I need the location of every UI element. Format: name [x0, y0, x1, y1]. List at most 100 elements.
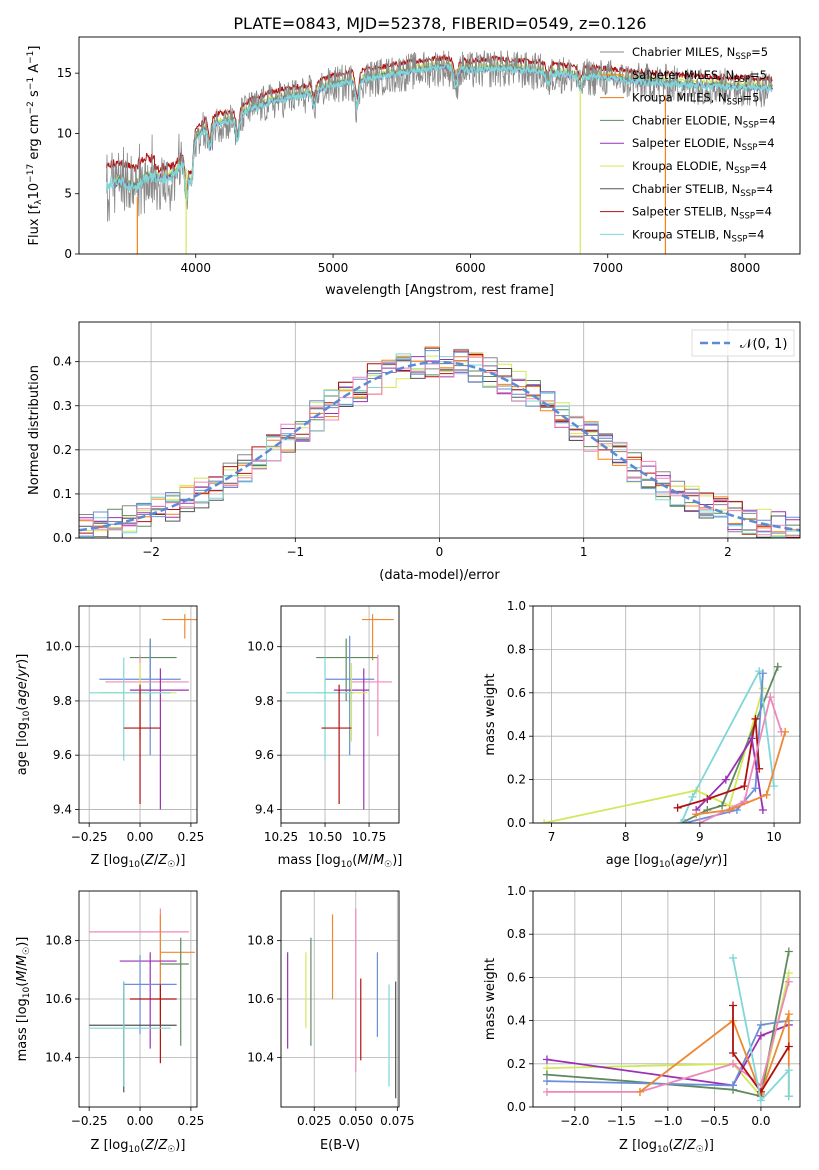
weight-point-marker [766, 693, 775, 702]
x-tick-label: 0.25 [178, 1114, 205, 1128]
plot-area-age_vs_Z [89, 614, 197, 810]
legend-entry: Kroupa ELODIE, NSSP=4 [632, 159, 767, 176]
weight-point-marker [770, 782, 779, 791]
x-tick-label: 0.075 [380, 1114, 414, 1128]
x-tick-label: 10.50 [308, 830, 342, 844]
y-tick-label: 0.4 [507, 729, 526, 743]
y-tick-label: 1.0 [507, 884, 526, 898]
axes-mass_vs_ebv: 0.025 0.050 0.075 10.4 10.6 10.8 E(B-V) [247, 890, 415, 1153]
errorbar-point [129, 638, 177, 701]
legend-entry: Chabrier ELODIE, NSSP=4 [632, 113, 776, 130]
errorbar-point [286, 657, 354, 761]
errorbar-point [89, 657, 171, 761]
x-tick-label: 0.00 [127, 830, 154, 844]
weight-point-marker [692, 810, 701, 819]
weight-point-marker [747, 734, 756, 743]
x-tick-label: −2 [142, 545, 160, 559]
x-tick-label: 8 [622, 830, 630, 844]
x-tick-label: 0.25 [178, 830, 205, 844]
weight-point-marker [542, 1055, 551, 1064]
x-axis-label: Z [log10(Z/Z☉)] [619, 1138, 714, 1155]
weight-point-marker [542, 1087, 551, 1096]
weight-series-line [732, 1005, 790, 1094]
x-tick-label: 2 [724, 545, 732, 559]
y-tick-label: 10 [57, 126, 72, 140]
x-axis-label: wavelength [Angstrom, rest frame] [325, 283, 554, 298]
errorbar-point [160, 937, 189, 1046]
x-axis-label: age [log10(age/yr)] [606, 853, 728, 870]
weight-point-marker [781, 727, 790, 736]
legend-entry: Kroupa MILES, NSSP=5 [632, 91, 759, 108]
y-axis-label: mass weight [483, 673, 498, 755]
axes-mass_vs_Z: −0.25 0.00 0.25 10.4 10.6 10.8 Z [log10(Z/Z☉)]… [15, 890, 205, 1155]
y-tick-label: 10.4 [45, 1050, 72, 1064]
frame-residuals [78, 321, 801, 539]
weight-point-marker [721, 775, 730, 784]
x-tick-label: 9 [696, 830, 704, 844]
frame-weight_vs_Z [532, 890, 801, 1108]
weight-point-marker [784, 1066, 793, 1075]
legend: Chabrier MILES, NSSP=5 Salpeter MILES, NS… [600, 45, 776, 244]
errorbar-point [362, 614, 394, 661]
x-axis-label: (data-model)/error [379, 568, 500, 583]
x-tick-label: 10.75 [352, 830, 386, 844]
y-tick-label: 10.8 [247, 934, 274, 948]
y-tick-label: 0.8 [507, 927, 526, 941]
errorbar-point [159, 914, 195, 1023]
plot-area-mass_vs_Z [89, 908, 195, 1093]
weight-point-marker [542, 1077, 551, 1086]
weight-point-marker [784, 969, 793, 978]
x-tick-label: 7000 [592, 261, 623, 275]
spectrum-line [105, 63, 773, 202]
weight-point-marker [784, 1010, 793, 1019]
weight-series-line [680, 666, 779, 823]
weight-point-marker [762, 790, 771, 799]
x-axis-label: Z [log10(Z/Z☉)] [91, 1138, 186, 1155]
weight-point-marker [729, 1059, 738, 1068]
weight-point-marker [751, 714, 760, 723]
frame-mass_vs_ebv [280, 890, 400, 1108]
weight-point-marker [756, 1031, 765, 1040]
errorbar-point [119, 952, 177, 1049]
plot-area-residuals [79, 346, 800, 538]
grid-age_vs_Z [79, 606, 197, 823]
x-tick-label: −2.0 [560, 1114, 589, 1128]
plot-area-weight_vs_Z [542, 947, 793, 1105]
y-tick-label: 9.6 [53, 748, 72, 762]
weight-point-marker [758, 669, 767, 678]
errorbar-point [123, 955, 177, 1035]
y-tick-label: 5 [64, 187, 72, 201]
x-tick-label: −0.25 [71, 1114, 108, 1128]
x-tick-label: −1.0 [653, 1114, 682, 1128]
frame-age_vs_mass [280, 605, 400, 824]
weight-point-marker [677, 819, 686, 823]
weight-point-marker [751, 784, 760, 793]
x-axis-label: E(B-V) [320, 1138, 360, 1153]
x-tick-label: 0.025 [297, 1114, 331, 1128]
y-tick-label: 0.2 [53, 443, 72, 457]
errorbar-point [105, 654, 189, 737]
errorbar-point [89, 908, 189, 999]
axes-weight_vs_Z: −2.0 −1.5 −1.0 −0.5 0.0 0.0 0.2 0.4 0.6 0.8 1.0 mas… [483, 884, 801, 1155]
weight-series-line [696, 731, 787, 816]
y-tick-label: 0.6 [507, 970, 526, 984]
x-tick-label: −1.5 [607, 1114, 636, 1128]
frame-spectrum [78, 36, 801, 255]
x-tick-label: 0.0 [751, 1114, 770, 1128]
plot-area-spectrum [105, 50, 773, 254]
y-axis-label: Normed distribution [27, 365, 42, 495]
weight-point-marker [756, 1020, 765, 1029]
weight-point-marker [756, 1087, 765, 1096]
x-tick-label: 5000 [318, 261, 349, 275]
spectrum-line [106, 50, 773, 222]
y-tick-label: 0.4 [507, 1014, 526, 1028]
weight-point-marker [773, 662, 782, 671]
y-tick-label: 9.4 [255, 802, 274, 816]
y-tick-label: 9.8 [53, 694, 72, 708]
x-tick-label: −0.5 [700, 1114, 729, 1128]
y-tick-label: 0.0 [53, 531, 72, 545]
legend-entry: Chabrier MILES, NSSP=5 [632, 45, 768, 62]
histogram-step [79, 356, 800, 538]
legend-entry: Salpeter ELODIE, NSSP=4 [632, 136, 775, 153]
